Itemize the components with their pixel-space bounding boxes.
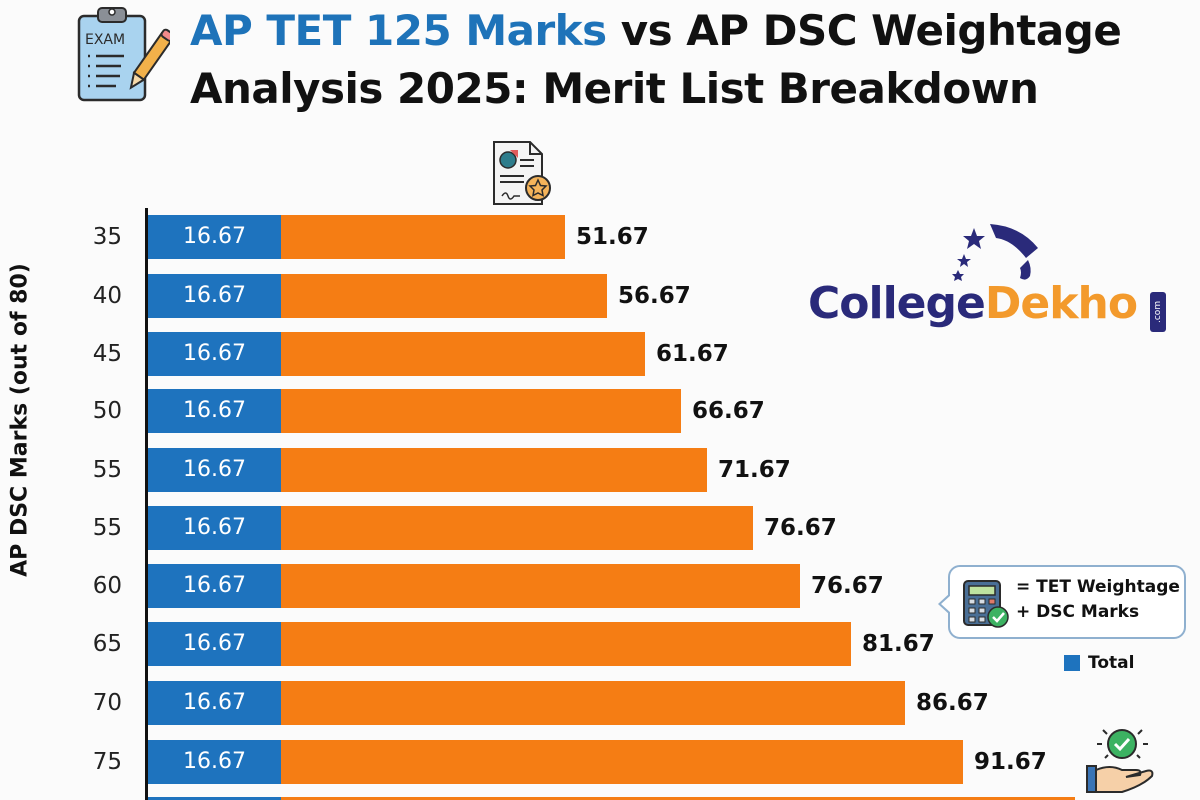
dsc-marks-segment bbox=[281, 332, 645, 376]
total-value-label: 76.67 bbox=[764, 515, 837, 541]
dsc-marks-segment bbox=[281, 681, 905, 725]
dsc-marks-segment bbox=[281, 448, 707, 492]
total-value-label: 51.67 bbox=[576, 224, 649, 250]
page-title: AP TET 125 Marks vs AP DSC Weightage Ana… bbox=[190, 2, 1122, 118]
y-tick-label: 55 bbox=[92, 457, 122, 483]
bar-row: 55 16.67 71.67 bbox=[0, 448, 1200, 492]
total-value-label: 91.67 bbox=[974, 749, 1047, 775]
dsc-marks-segment bbox=[281, 215, 565, 259]
y-tick-label: 65 bbox=[92, 631, 122, 657]
dsc-marks-segment bbox=[281, 740, 963, 784]
tet-weightage-segment: 16.67 bbox=[148, 622, 281, 666]
y-tick-label: 70 bbox=[92, 690, 122, 716]
y-tick-label: 55 bbox=[92, 515, 122, 541]
bar-row-partial bbox=[0, 797, 1200, 800]
bar-row: 70 16.67 86.67 bbox=[0, 681, 1200, 725]
tet-weightage-segment: 16.67 bbox=[148, 332, 281, 376]
dsc-marks-segment bbox=[281, 506, 753, 550]
total-value-label: 81.67 bbox=[862, 631, 935, 657]
dsc-marks-segment bbox=[281, 274, 607, 318]
tet-weightage-segment: 16.67 bbox=[148, 215, 281, 259]
y-tick-label: 45 bbox=[92, 341, 122, 367]
bar-row: 50 16.67 66.67 bbox=[0, 389, 1200, 433]
total-value-label: 71.67 bbox=[718, 457, 791, 483]
tet-weightage-segment: 16.67 bbox=[148, 506, 281, 550]
bar-row: 75 16.67 91.67 bbox=[0, 740, 1200, 784]
bar-row: 55 16.67 76.67 bbox=[0, 506, 1200, 550]
y-tick-label: 75 bbox=[92, 749, 122, 775]
y-tick-label: 40 bbox=[92, 283, 122, 309]
total-value-label: 66.67 bbox=[692, 398, 765, 424]
bar-row: 65 16.67 81.67 bbox=[0, 622, 1200, 666]
title-line-2: Analysis 2025: Merit List Breakdown bbox=[190, 64, 1039, 113]
total-value-label: 61.67 bbox=[656, 341, 729, 367]
hand-approval-check-icon bbox=[1086, 729, 1154, 793]
formula-text: = TET Weightage + DSC Marks bbox=[1016, 577, 1180, 622]
total-value-label: 56.67 bbox=[618, 283, 691, 309]
total-value-label: 76.67 bbox=[811, 573, 884, 599]
calculator-check-icon bbox=[963, 580, 1009, 628]
logo-wordmark: CollegeDekho bbox=[808, 278, 1138, 329]
tet-weightage-segment: 16.67 bbox=[148, 681, 281, 725]
legend-swatch-total bbox=[1064, 655, 1080, 671]
bar-row: 60 16.67 76.67 bbox=[0, 564, 1200, 608]
total-value-label: 86.67 bbox=[916, 690, 989, 716]
tet-weightage-segment: 16.67 bbox=[148, 448, 281, 492]
logo-domain-suffix: .com bbox=[1150, 292, 1166, 332]
title-rest: vs AP DSC Weightage bbox=[606, 6, 1122, 55]
y-tick-label: 60 bbox=[92, 573, 122, 599]
svg-text:EXAM: EXAM bbox=[85, 32, 125, 48]
dsc-marks-segment bbox=[281, 797, 1075, 800]
tet-weightage-segment: 16.67 bbox=[148, 274, 281, 318]
dsc-marks-segment bbox=[281, 622, 851, 666]
bar-row: 40 16.67 56.67 bbox=[0, 274, 1200, 318]
report-certificate-icon bbox=[493, 141, 551, 205]
bar-row: 45 16.67 61.67 bbox=[0, 332, 1200, 376]
y-tick-label: 50 bbox=[92, 398, 122, 424]
tet-weightage-segment bbox=[148, 797, 281, 800]
dsc-marks-segment bbox=[281, 564, 800, 608]
legend-label-total: Total bbox=[1088, 653, 1135, 673]
dsc-marks-segment bbox=[281, 389, 681, 433]
y-tick-label: 35 bbox=[92, 224, 122, 250]
tet-weightage-segment: 16.67 bbox=[148, 389, 281, 433]
tet-weightage-segment: 16.67 bbox=[148, 564, 281, 608]
bar-row: 35 16.67 51.67 bbox=[0, 215, 1200, 259]
tet-weightage-segment: 16.67 bbox=[148, 740, 281, 784]
exam-clipboard-icon: EXAM bbox=[77, 7, 170, 102]
graduation-cap-stars-icon bbox=[952, 224, 1038, 281]
title-highlight: AP TET 125 Marks bbox=[190, 6, 607, 55]
collegedekho-logo: CollegeDekho .com bbox=[800, 220, 1180, 340]
y-axis-line bbox=[145, 208, 148, 800]
formula-callout: = TET Weightage + DSC Marks bbox=[938, 565, 1186, 639]
